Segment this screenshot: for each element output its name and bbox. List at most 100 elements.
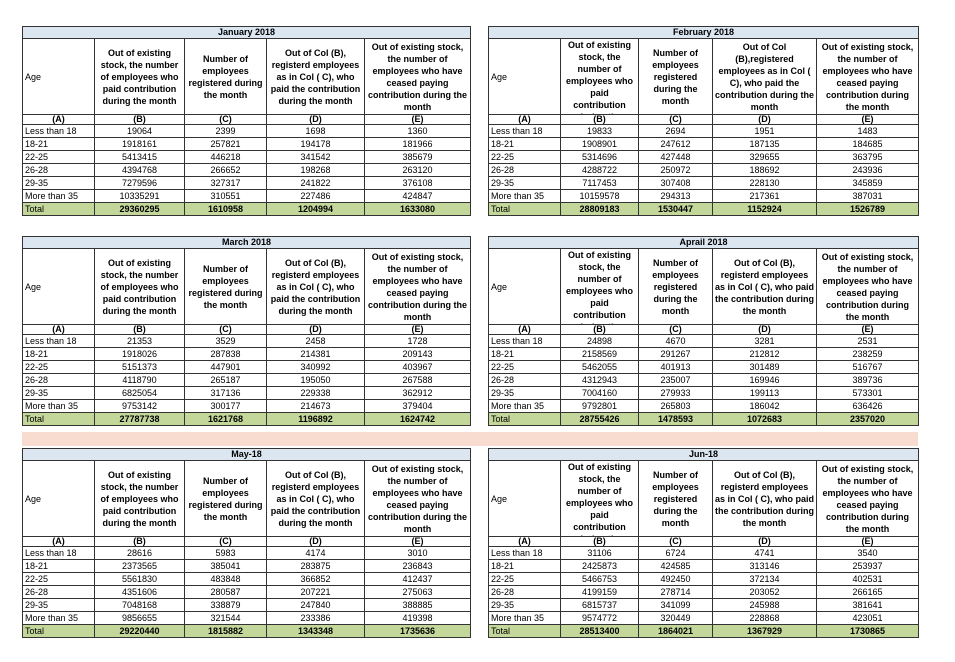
cell: 446218 bbox=[184, 150, 267, 164]
cell: 187135 bbox=[712, 137, 817, 151]
cell: 389736 bbox=[815, 373, 920, 387]
cell: 24898 bbox=[560, 334, 639, 348]
cell-text: Number of employees registered during th… bbox=[188, 263, 263, 310]
cell-text: Out of Col (B), registerd employees as i… bbox=[715, 257, 814, 316]
cell: 22-25 bbox=[22, 360, 95, 374]
cell: Out of existing stock, the number of emp… bbox=[560, 460, 639, 537]
cell: 209143 bbox=[363, 347, 472, 361]
cell: 265803 bbox=[638, 399, 713, 413]
header-row: Age Out of existing stock, the number of … bbox=[22, 460, 472, 537]
cell-text: Number of employees registered during th… bbox=[188, 475, 263, 522]
cell: 1621768 bbox=[184, 412, 267, 426]
cell: 186042 bbox=[712, 399, 817, 413]
cell: Age bbox=[488, 460, 561, 537]
cell: 4741 bbox=[712, 546, 817, 560]
cell: Total bbox=[488, 412, 561, 426]
cell: Out of Col (B), registerd employees as i… bbox=[712, 460, 817, 537]
data-row: 18-21 2158569 291267 212812 238259 bbox=[488, 347, 920, 361]
cell: 7117453 bbox=[560, 176, 639, 190]
cell-text: Number of employees registered during th… bbox=[188, 53, 263, 100]
cell: 29-35 bbox=[488, 176, 561, 190]
data-row: Less than 18 19833 2694 1951 1483 bbox=[488, 124, 920, 138]
cell: 266652 bbox=[184, 163, 267, 177]
data-row: 22-25 5466753 492450 372134 402531 bbox=[488, 572, 920, 586]
cell: 7048168 bbox=[94, 598, 185, 612]
cell: Less than 18 bbox=[22, 124, 95, 138]
cell: Out of Col (B), registerd employees as i… bbox=[266, 38, 365, 115]
cell: 1367929 bbox=[712, 624, 817, 638]
cell: 3529 bbox=[184, 334, 267, 348]
cell: 300177 bbox=[184, 399, 267, 413]
cell: 403967 bbox=[363, 360, 472, 374]
cell: 573301 bbox=[815, 386, 920, 400]
cell: Age bbox=[22, 460, 95, 537]
cell: (E) bbox=[815, 114, 920, 125]
data-row: Less than 18 31106 6724 4741 3540 bbox=[488, 546, 920, 560]
cell: 194178 bbox=[266, 137, 365, 151]
cell: Number of employees registered during th… bbox=[638, 38, 713, 115]
data-row: 22-25 5314696 427448 329655 363795 bbox=[488, 150, 920, 164]
cell: 26-28 bbox=[22, 163, 95, 177]
cell: 424847 bbox=[363, 189, 472, 203]
data-row: 18-21 2425873 424585 313146 253937 bbox=[488, 559, 920, 573]
header-row: Age Out of existing stock, the number of … bbox=[22, 38, 472, 115]
cell: 7004160 bbox=[560, 386, 639, 400]
data-row: More than 35 9753142 300177 214673 379404 bbox=[22, 399, 472, 413]
cell: 320449 bbox=[638, 611, 713, 625]
cell: (C) bbox=[184, 324, 267, 335]
data-row: Less than 18 24898 4670 3281 2531 bbox=[488, 334, 920, 348]
cell: 447901 bbox=[184, 360, 267, 374]
cell: (D) bbox=[266, 324, 365, 335]
cell: Out of Col (B), registerd employees as i… bbox=[266, 248, 365, 325]
cell-text: Age bbox=[25, 281, 42, 292]
cell: (D) bbox=[712, 114, 817, 125]
cell: 22-25 bbox=[22, 150, 95, 164]
cell: 379404 bbox=[363, 399, 472, 413]
cell-text: Out of existing stock, the number of emp… bbox=[821, 41, 914, 112]
data-table: Jun-18 Age Out of existing stock, the numb… bbox=[487, 448, 920, 638]
cell: 3010 bbox=[363, 546, 472, 560]
cell: (D) bbox=[712, 324, 817, 335]
cell: 402531 bbox=[815, 572, 920, 586]
cell: 329655 bbox=[712, 150, 817, 164]
cell-text: Out of existing stock, the number of emp… bbox=[821, 251, 914, 322]
cell: 294313 bbox=[638, 189, 713, 203]
cell: 1343348 bbox=[266, 624, 365, 638]
cell: (A) bbox=[22, 114, 95, 125]
cell: 385041 bbox=[184, 559, 267, 573]
cell: 1196892 bbox=[266, 412, 365, 426]
data-row: 26-28 4118790 265187 195050 267588 bbox=[22, 373, 472, 387]
cell-text: Out of existing stock, the number of emp… bbox=[368, 463, 468, 534]
cell: 427448 bbox=[638, 150, 713, 164]
cell: 22-25 bbox=[488, 360, 561, 374]
title-row: February 2018 bbox=[487, 26, 920, 39]
cell: February 2018 bbox=[487, 26, 920, 39]
title-row: May-18 bbox=[21, 448, 472, 461]
cell: 266165 bbox=[815, 585, 920, 599]
cell: 9753142 bbox=[94, 399, 185, 413]
data-row: 26-28 4394768 266652 198268 263120 bbox=[22, 163, 472, 177]
cell: 233386 bbox=[266, 611, 365, 625]
cell-text: Out of existing stock, the number of emp… bbox=[565, 40, 634, 114]
cell: 26-28 bbox=[488, 373, 561, 387]
cell: Number of employees registered during th… bbox=[184, 38, 267, 115]
data-row: Less than 18 28616 5983 4174 3010 bbox=[22, 546, 472, 560]
title-row: March 2018 bbox=[21, 236, 472, 249]
cell: (B) bbox=[94, 324, 185, 335]
cell: 22-25 bbox=[488, 150, 561, 164]
data-row: More than 35 9856655 321544 233386 419398 bbox=[22, 611, 472, 625]
header-row: Age Out of existing stock, the number of … bbox=[488, 460, 920, 537]
cell: (A) bbox=[488, 324, 561, 335]
cell: Age bbox=[488, 38, 561, 115]
cell: 26-28 bbox=[22, 585, 95, 599]
data-row: 29-35 6825054 317136 229338 362912 bbox=[22, 386, 472, 400]
cell-text: Out of existing stock, the number of emp… bbox=[368, 41, 467, 112]
cell: 385679 bbox=[363, 150, 472, 164]
cell: 229338 bbox=[266, 386, 365, 400]
cell-text: Number of employees registered during th… bbox=[652, 47, 699, 106]
letter-row: (A) (B) (C) (D) (E) bbox=[22, 114, 472, 125]
cell: 366852 bbox=[266, 572, 365, 586]
cell: 1951 bbox=[712, 124, 817, 138]
header-row: Age Out of existing stock, the number of … bbox=[488, 38, 920, 115]
cell: (D) bbox=[266, 114, 365, 125]
